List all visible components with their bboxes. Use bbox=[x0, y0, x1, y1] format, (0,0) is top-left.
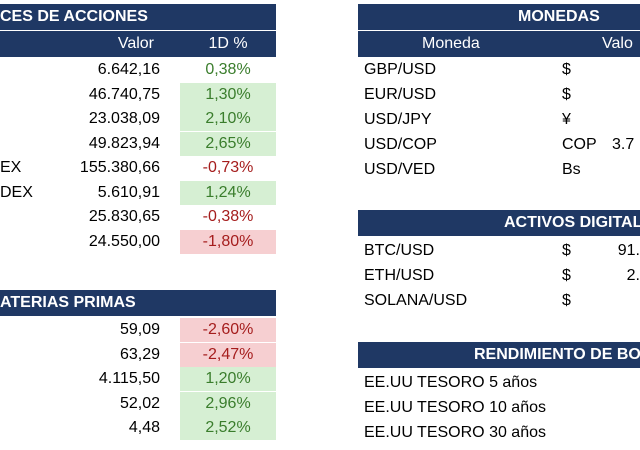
indices-row-value: 46.740,75 bbox=[88, 85, 160, 103]
indices-row-change: 1,24% bbox=[180, 180, 276, 205]
commodities-row-value: 63,29 bbox=[119, 345, 160, 363]
indices-row-value: 24.550,00 bbox=[88, 232, 160, 250]
indices-row-value: 155.380,66 bbox=[79, 159, 160, 176]
indices-row-name bbox=[0, 107, 60, 131]
indices-row-change: -1,80% bbox=[180, 229, 276, 254]
indices-row-change: 2,65% bbox=[180, 131, 276, 156]
indices-row-name: DEX bbox=[0, 183, 33, 201]
commodities-row-value: 52,02 bbox=[119, 394, 160, 412]
bond-row-name: EE.UU TESORO 10 años bbox=[364, 399, 546, 416]
indices-column-header: Valor 1D % bbox=[0, 31, 276, 57]
currency-row-value bbox=[612, 58, 640, 82]
indices-row-value: 23.038,09 bbox=[88, 110, 160, 127]
currency-row-symbol: Bs bbox=[562, 161, 581, 178]
indices-row-value: 6.642,16 bbox=[97, 61, 160, 78]
currencies-col-value: Valo bbox=[602, 35, 633, 52]
commodities-row-value: 59,09 bbox=[119, 321, 160, 338]
currencies-title-bar: MONEDAS bbox=[358, 4, 640, 30]
commodities-row-change: -2,60% bbox=[180, 318, 276, 342]
digital-row-value: 2. bbox=[626, 267, 640, 284]
digital-row-pair: BTC/USD bbox=[364, 242, 435, 259]
indices-row-name bbox=[0, 230, 60, 254]
indices-row-name: EX bbox=[0, 159, 22, 176]
indices-col-value: Valor bbox=[117, 35, 154, 52]
currency-row-symbol: ¥ bbox=[562, 111, 571, 128]
bonds-title: RENDIMIENTO DE BO bbox=[474, 346, 640, 363]
currency-row-pair: GBP/USD bbox=[364, 61, 437, 78]
commodities-row-value: 4.115,50 bbox=[98, 370, 160, 387]
currency-row-pair: EUR/USD bbox=[364, 86, 437, 103]
commodities-panel: ATERIAS PRIMAS 59,09 -2,60% 63,29 -2,47% 4.1… bbox=[0, 286, 276, 450]
indices-row-change: 2,10% bbox=[180, 107, 276, 131]
digital-row-value: 91. bbox=[617, 242, 640, 259]
currencies-title: MONEDAS bbox=[518, 8, 600, 25]
currency-row-pair: USD/JPY bbox=[364, 111, 432, 128]
currency-row-symbol: $ bbox=[562, 61, 571, 78]
digital-row-value bbox=[594, 289, 640, 313]
indices-panel: CES DE ACCIONES Valor 1D % 6.642,16 0,38%… bbox=[0, 0, 276, 268]
currency-row-value bbox=[612, 83, 640, 107]
indices-title-bar: CES DE ACCIONES bbox=[0, 4, 276, 30]
currencies-col-currency: Moneda bbox=[422, 35, 480, 52]
indices-row-name bbox=[0, 205, 60, 229]
commodities-row-change: 2,96% bbox=[180, 391, 276, 416]
digital-row-symbol: $ bbox=[562, 292, 571, 309]
bonds-title-bar: RENDIMIENTO DE BO bbox=[358, 342, 640, 368]
digital-row-symbol: $ bbox=[562, 242, 571, 259]
commodities-row-change: 1,20% bbox=[180, 367, 276, 391]
currency-row-value bbox=[612, 158, 640, 182]
currency-row-symbol: $ bbox=[562, 86, 571, 103]
currency-row-value: 3.7 bbox=[612, 136, 635, 153]
currency-row-pair: USD/COP bbox=[364, 136, 437, 153]
digital-panel: ACTIVOS DIGITAL BTC/USD $91. ETH/USD $2. SOL… bbox=[358, 206, 640, 309]
indices-row-value: 49.823,94 bbox=[88, 134, 160, 152]
currencies-panel: MONEDAS Moneda Valo GBP/USD $ EUR/USD $ USD/… bbox=[358, 0, 640, 196]
indices-row-change: 0,38% bbox=[205, 61, 251, 78]
currency-row-pair: USD/VED bbox=[364, 161, 436, 178]
commodities-row-value: 4,48 bbox=[128, 419, 160, 436]
indices-row-name bbox=[0, 58, 60, 82]
bond-row-name: EE.UU TESORO 5 años bbox=[364, 374, 538, 391]
digital-row-pair: SOLANA/USD bbox=[364, 292, 468, 309]
commodities-row-change: -2,47% bbox=[180, 342, 276, 367]
indices-row-change: -0,73% bbox=[202, 159, 254, 176]
indices-row-value: 25.830,65 bbox=[88, 208, 160, 225]
digital-row-symbol: $ bbox=[562, 267, 571, 284]
digital-row-pair: ETH/USD bbox=[364, 267, 435, 284]
indices-col-change: 1D % bbox=[208, 35, 248, 52]
currency-row-symbol: COP bbox=[562, 136, 597, 153]
digital-title-bar: ACTIVOS DIGITAL bbox=[358, 210, 640, 236]
indices-row-change: -0,38% bbox=[202, 208, 254, 225]
bond-row-name: EE.UU TESORO 30 años bbox=[364, 424, 546, 441]
currency-row-value bbox=[612, 108, 640, 132]
bonds-panel: RENDIMIENTO DE BO EE.UU TESORO 5 años EE.… bbox=[358, 338, 640, 450]
indices-row-name bbox=[0, 132, 60, 156]
commodities-title-bar: ATERIAS PRIMAS bbox=[0, 290, 276, 316]
commodities-row-change: 2,52% bbox=[180, 416, 276, 440]
commodities-title: ATERIAS PRIMAS bbox=[0, 294, 136, 311]
indices-row-name bbox=[0, 83, 60, 107]
digital-title: ACTIVOS DIGITAL bbox=[504, 214, 640, 231]
indices-row-change: 1,30% bbox=[180, 82, 276, 107]
indices-title: CES DE ACCIONES bbox=[0, 8, 148, 25]
currencies-column-header: Moneda Valo bbox=[358, 31, 640, 57]
indices-row-value: 5.610,91 bbox=[97, 183, 160, 201]
